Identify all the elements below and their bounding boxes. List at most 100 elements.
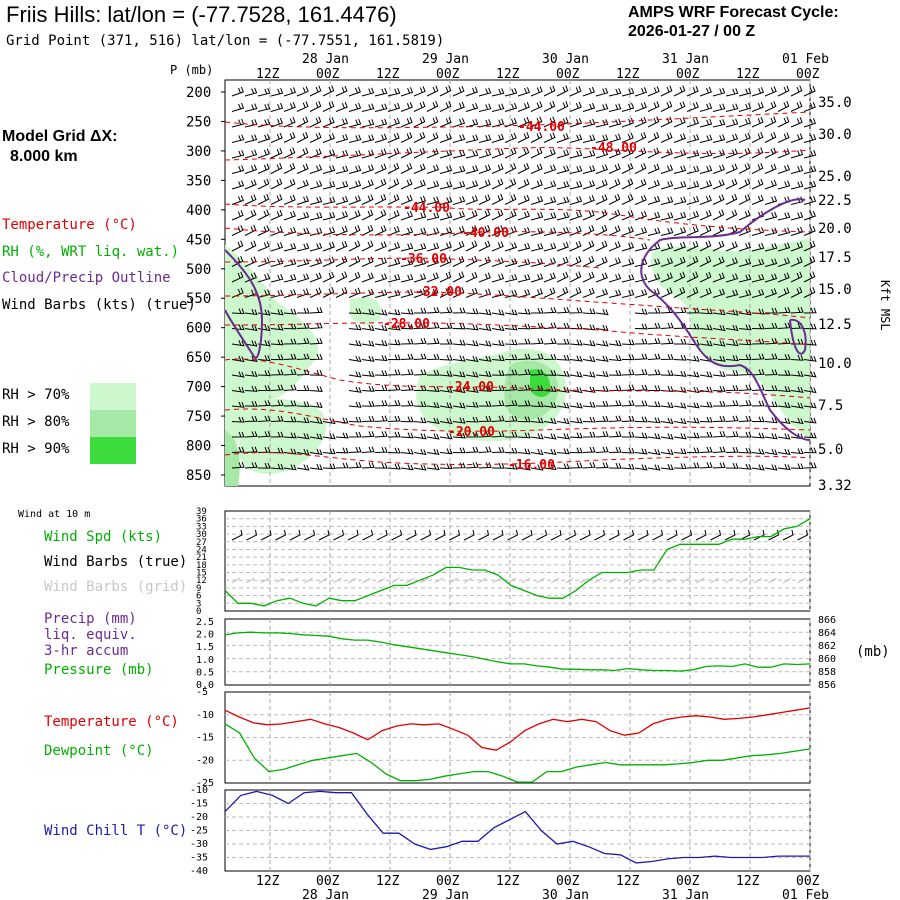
wind-barb [439, 117, 452, 128]
wind-barb [439, 433, 453, 440]
wind-barb [569, 432, 583, 439]
wind-barb [504, 289, 518, 298]
wind-barb [634, 289, 648, 298]
station-title: Friis Hills: lat/lon = (-77.7528, 161.44… [6, 2, 397, 27]
wind-barb [803, 165, 817, 174]
wind-barb [478, 431, 492, 438]
wind-barb [764, 163, 777, 174]
wind-barb [387, 309, 401, 316]
wind-barb [569, 149, 583, 159]
kft-tick-label: 15.0 [818, 282, 852, 298]
wind-barb [400, 448, 414, 455]
wind-barb [517, 116, 530, 128]
wind-barb [309, 180, 323, 190]
wind-barb [751, 273, 765, 283]
wind-barb [244, 87, 258, 97]
wind-barb [738, 415, 752, 422]
wind-barb [595, 256, 608, 267]
wind-barb [257, 163, 270, 174]
surface-wind-barb [666, 529, 678, 541]
rh80-label: RH > 80% [2, 414, 70, 430]
wind-barb [465, 118, 479, 128]
wind-barb [699, 255, 712, 267]
wind-barb [309, 257, 323, 267]
cycle-line-1: AMPS WRF Forecast Cycle: [628, 4, 839, 21]
wind-barb [673, 226, 687, 236]
wind-barb [751, 448, 765, 455]
wind-barb [387, 354, 401, 361]
wind-barb [686, 323, 700, 330]
wind-barb [465, 240, 478, 252]
wind-barb [634, 338, 648, 345]
temperature-line [224, 707, 811, 751]
wind-barb [270, 431, 284, 438]
model-grid-label: Model Grid ΔX: 8.000 km [2, 127, 118, 167]
wind-barb [699, 324, 713, 331]
wind-barb [452, 85, 465, 97]
wind-barb [296, 448, 310, 456]
wind-barb [465, 371, 479, 378]
wind-barb [296, 385, 310, 391]
surface-wind-barb [434, 529, 446, 541]
wind-barb [556, 211, 570, 221]
wind-barb [439, 211, 453, 221]
surface-wind-barb [304, 529, 316, 541]
surface-grid-wind-barb [507, 577, 516, 584]
wind-barb [439, 322, 453, 329]
wind-barb [777, 417, 791, 425]
wind-barb [426, 257, 440, 267]
temperature-contour [224, 111, 811, 129]
wind-barb [582, 401, 596, 408]
surface-wind-barb [797, 529, 809, 541]
wind-barb [608, 241, 621, 252]
wind-barb [647, 101, 660, 112]
surface-grid-wind-barb [449, 577, 458, 584]
pressure-panel-frame [224, 618, 811, 686]
wind-barb [296, 195, 310, 205]
wind-speed-tick-label: 0 [196, 607, 201, 617]
wind-barb [712, 385, 726, 392]
wind-barb [452, 180, 466, 190]
wind-speed-tick-label: 33 [196, 522, 207, 532]
wind-barb [660, 85, 673, 97]
wind-barb [751, 400, 765, 407]
wind-barb [595, 340, 609, 347]
wind-barb [595, 355, 609, 362]
wind-barb [712, 355, 726, 362]
temperature-contour-label: -48.00 [590, 141, 637, 156]
wind-barb [556, 226, 570, 236]
wind-barb [414, 307, 427, 314]
wind-barb [595, 415, 609, 422]
wind-barb [712, 446, 726, 453]
wind-barb [361, 194, 374, 205]
wind-barb [478, 209, 491, 221]
wind-barb [387, 447, 401, 454]
pressure-tick-label-right: 856 [818, 680, 836, 691]
pressure-tick-label: 200 [186, 85, 211, 101]
wind-barb [582, 462, 596, 469]
wind-barb [543, 370, 557, 376]
wind-barb [244, 179, 257, 190]
wind-barb [452, 134, 466, 143]
wind-barb [452, 271, 465, 283]
wind-barb [491, 400, 505, 407]
wind-barb [361, 103, 375, 112]
wind-barb [244, 209, 257, 221]
wind-barb [608, 355, 622, 362]
wind-barb [335, 118, 349, 128]
wind-barb [686, 355, 700, 362]
wind-barb [621, 87, 635, 97]
grid-point-subtitle: Grid Point (371, 516) lat/lon = (-77.755… [6, 33, 445, 49]
wind-barb [699, 195, 712, 205]
wind-barb [283, 102, 296, 112]
wind-barb [257, 289, 271, 298]
wind-barb [531, 307, 544, 314]
pressure-tick-label: 700 [186, 380, 211, 396]
wind-barb [426, 386, 440, 392]
pressure-tick-label-right: 858 [818, 667, 836, 678]
pressure-tick-label-right: 864 [818, 628, 836, 639]
wind-barb [582, 355, 596, 363]
wind-barb [465, 210, 478, 221]
wind-barb [413, 417, 427, 424]
wind-barb [764, 179, 777, 190]
